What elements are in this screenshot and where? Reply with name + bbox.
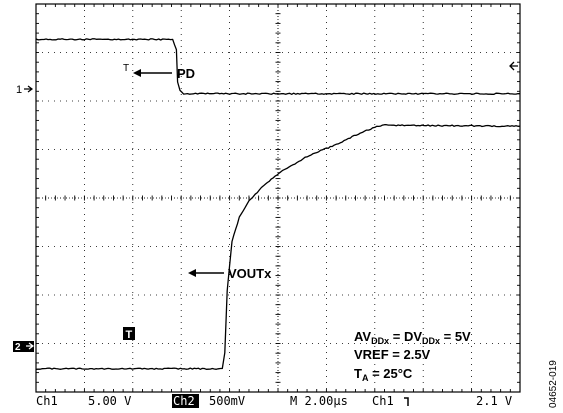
pd-label: PD	[177, 66, 195, 81]
timebase: M 2.00µs	[290, 394, 348, 408]
ch2-ground-box	[13, 341, 34, 352]
trigger-source: Ch1	[372, 394, 394, 408]
vout-arrow-head-icon	[188, 269, 196, 277]
ch1-ground-marker: 1	[16, 84, 33, 96]
ch1-trigger-label: T	[123, 63, 129, 74]
condition-supply: AVDDx = DVDDx = 5V	[354, 329, 471, 346]
trace-voutx	[35, 124, 521, 370]
condition-temperature: TA = 25°C	[354, 366, 413, 383]
ch1-scale: 5.00 V	[88, 394, 131, 408]
condition-vref: VREF = 2.5V	[354, 347, 431, 362]
pd-annotation: PD	[133, 66, 195, 81]
ch1-trigger-point: T	[123, 63, 129, 74]
ch2-label: Ch2	[173, 394, 195, 408]
falling-edge-icon	[404, 397, 409, 406]
trigger-box-label: T	[126, 329, 133, 341]
ch2-ground-label: 2	[15, 342, 21, 353]
traces	[35, 38, 521, 370]
ch2-label-box	[172, 394, 199, 408]
figure-id: 04652-019	[548, 360, 559, 408]
grid	[35, 3, 521, 393]
pd-arrow-head-icon	[133, 69, 141, 77]
ch2-scale: 500mV	[209, 394, 245, 408]
vout-label: VOUTx	[228, 266, 272, 281]
trigger-level: 2.1 V	[476, 394, 512, 408]
vout-annotation: VOUTx	[188, 266, 272, 281]
ch1-ground-label: 1	[16, 84, 22, 96]
trigger-box	[123, 327, 135, 340]
ch1-label: Ch1	[36, 394, 58, 408]
test-conditions: AVDDx = DVDDx = 5V VREF = 2.5V TA = 25°C	[354, 329, 471, 383]
status-bar: Ch1 5.00 V Ch2 500mV M 2.00µs Ch1 2.1 V	[36, 394, 512, 408]
ch2-ground-arrow-icon	[26, 342, 34, 350]
ch1-ground-arrow-icon	[24, 85, 33, 93]
ch2-ground-marker: 2	[13, 341, 34, 353]
trigger-position-marker: T	[123, 327, 135, 341]
trace-pd	[35, 38, 521, 95]
trigger-level-arrow-icon	[509, 61, 518, 71]
